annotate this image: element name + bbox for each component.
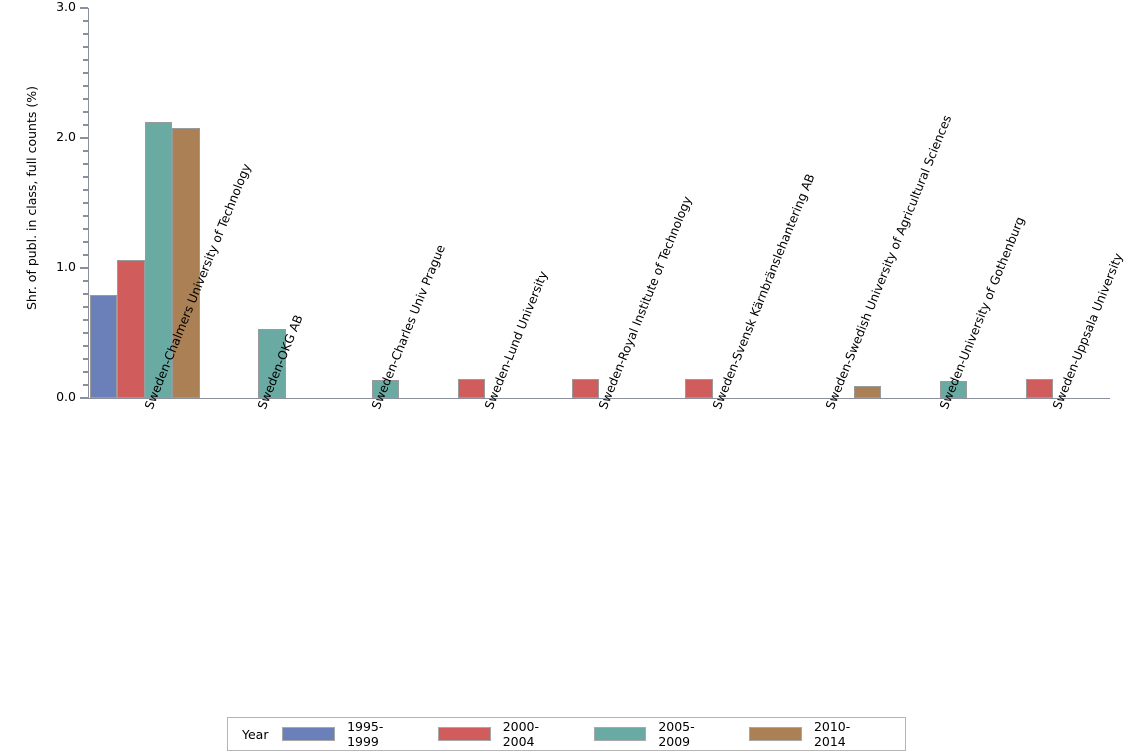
y-axis-tick-label: 1.0 [56,259,76,274]
y-axis-minor-tick [83,98,88,100]
bar [853,386,882,398]
legend-color-swatch [282,727,336,741]
y-axis-minor-tick [83,384,88,386]
y-axis-minor-tick [83,228,88,230]
legend-color-swatch [593,727,647,741]
y-axis-minor-tick [83,33,88,35]
y-axis-tick-label: 2.0 [56,129,76,144]
y-axis-minor-tick [83,358,88,360]
legend-entry-label: 2010-2014 [813,719,851,749]
plot-area [88,8,1110,398]
y-axis-minor-tick [83,319,88,321]
legend-entry-label: 1995-1999 [347,719,384,749]
legend-entry[interactable]: 2010-2014 [749,719,879,749]
y-axis-minor-tick [83,332,88,334]
legend: Year 1995-1999 2000-2004 2005-2009 2010-201… [227,717,906,751]
legend-entry[interactable]: 2005-2009 [593,719,724,749]
y-axis-major-tick [80,267,88,269]
y-axis-minor-tick [83,345,88,347]
y-axis-major-tick [80,397,88,399]
y-axis-major-tick [80,7,88,9]
y-axis-minor-tick [83,280,88,282]
x-axis-line [88,398,1110,400]
legend-color-swatch [438,727,491,741]
y-axis-major-tick [80,137,88,139]
bar [939,381,968,398]
y-axis-minor-tick [83,371,88,373]
y-axis-minor-tick [83,59,88,61]
bar [685,378,713,398]
bar [258,329,286,398]
bar [1025,378,1054,398]
y-axis-minor-tick [83,176,88,178]
legend-entry[interactable]: 2000-2004 [438,719,568,749]
legend-entry-label: 2005-2009 [658,719,695,749]
legend-entry-label: 2000-2004 [502,719,540,749]
y-axis-minor-tick [83,241,88,243]
bar [89,295,118,398]
y-axis-minor-tick [83,72,88,74]
legend-entries: 1995-1999 2000-2004 2005-2009 2010-2014 [282,719,905,749]
y-axis-title: Shr. of publ. in class, full counts (%) [24,86,39,310]
y-axis-minor-tick [83,150,88,152]
bar [457,378,486,398]
y-axis-minor-tick [83,20,88,22]
bar [371,379,400,398]
y-axis-minor-tick [83,124,88,126]
y-axis-minor-tick [83,189,88,191]
y-axis-minor-tick [83,306,88,308]
bar [117,260,145,398]
bars-layer [88,8,1110,398]
legend-entry[interactable]: 1995-1999 [282,719,412,749]
y-axis-minor-tick [83,202,88,204]
y-axis-minor-tick [83,111,88,113]
bar [571,378,599,398]
y-axis-tick-label: 0.0 [56,389,76,404]
y-axis-minor-tick [83,293,88,295]
y-axis-minor-tick [83,46,88,48]
y-axis-minor-tick [83,215,88,217]
bar [144,122,173,398]
y-axis-tick-label: 3.0 [56,0,76,14]
y-axis-minor-tick [83,254,88,256]
y-axis-minor-tick [83,163,88,165]
y-axis-minor-tick [83,85,88,87]
legend-title: Year [242,726,269,742]
bar [172,127,200,398]
legend-color-swatch [749,727,802,741]
